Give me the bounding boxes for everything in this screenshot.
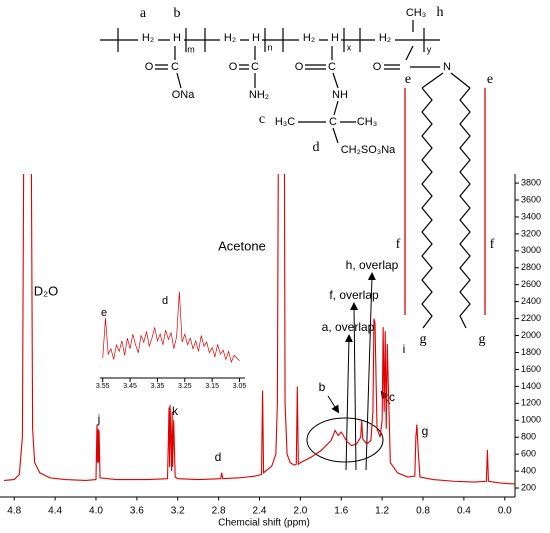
structure-label: H₂	[303, 32, 315, 44]
annotation: k	[172, 404, 179, 418]
structure-label: d	[313, 140, 320, 155]
x-tick-label: 4.8	[7, 506, 21, 517]
y-tick-label: 1200	[521, 398, 541, 408]
structure-label: c	[259, 112, 265, 127]
y-tick-label: 1400	[521, 381, 541, 391]
structure-label: NH₂	[249, 89, 269, 101]
structure-label: CH₃	[406, 7, 426, 19]
x-tick-label: 2.0	[293, 506, 307, 517]
structure-label: H₂	[142, 32, 154, 44]
x-tick-label: 3.15	[205, 383, 219, 390]
y-tick-label: 3600	[521, 194, 541, 204]
x-tick-label: 3.35	[151, 383, 165, 390]
x-tick-label: 0.0	[498, 506, 512, 517]
y-tick-label: 3000	[521, 245, 541, 255]
x-tick-label: 3.55	[96, 383, 110, 390]
spectrum-line	[102, 291, 240, 364]
x-axis-title: Chemcial shift (ppm)	[218, 518, 310, 529]
y-tick-label: 2400	[521, 296, 541, 306]
structure-label: g	[420, 332, 427, 347]
structure-bonds	[100, 20, 486, 329]
structure-label: H	[173, 32, 181, 44]
structure-label: CH₂SO₃Na	[341, 144, 396, 156]
structure-label: O	[229, 61, 238, 73]
y-tick-label: 2600	[521, 279, 541, 289]
y-tick-label: 2800	[521, 262, 541, 272]
annotation: Acetone	[218, 238, 266, 253]
y-tick-label: 2000	[521, 330, 541, 340]
structure-label: H	[252, 32, 260, 44]
y-tick-label: 800	[521, 432, 536, 442]
x-tick-label: 1.2	[375, 506, 389, 517]
structure-label: f	[396, 237, 401, 252]
structure-label: O	[295, 61, 304, 73]
structure-label: m	[187, 44, 195, 54]
structure-label: H	[331, 32, 339, 44]
structure-label: CH₃	[357, 116, 377, 128]
structure-label: H₃C	[275, 116, 295, 128]
y-tick-label: 400	[521, 465, 536, 475]
x-tick-label: 3.25	[178, 383, 192, 390]
structure-label: f	[490, 237, 495, 252]
structure-label: NH	[332, 89, 348, 101]
structure-label: a	[140, 6, 147, 21]
structure-label: ONa	[172, 89, 196, 101]
annotation: c	[389, 390, 395, 404]
x-tick-label: 4.0	[89, 506, 103, 517]
structure-label: H₂	[224, 32, 236, 44]
x-tick-label: 1.6	[334, 506, 348, 517]
x-tick-label: 0.4	[457, 506, 471, 517]
spectrum-line	[3, 174, 515, 485]
structure-label: C	[328, 61, 336, 73]
y-tick-label: 3800	[521, 177, 541, 187]
annotation: f, overlap	[329, 288, 379, 302]
annotation: d	[215, 450, 222, 464]
structure-label: b	[174, 6, 181, 21]
y-tick-label: 200	[521, 482, 536, 492]
y-tick-label: 2200	[521, 313, 541, 323]
x-tick-label: 0.8	[416, 506, 430, 517]
structure-label: y	[427, 44, 432, 54]
structure-label: e	[487, 72, 493, 87]
y-tick-label: 600	[521, 449, 536, 459]
structure-label: C	[251, 61, 259, 73]
annotation: d	[162, 295, 168, 307]
annotation: h, overlap	[346, 258, 399, 272]
y-tick-label: 1800	[521, 347, 541, 357]
x-tick-label: 3.45	[123, 383, 137, 390]
structure-label: g	[479, 332, 486, 347]
structure-label: x	[347, 42, 352, 52]
structure-label: O	[145, 61, 154, 73]
y-tick-label: 1000	[521, 415, 541, 425]
structure-label: h	[437, 5, 444, 20]
x-tick-label: 4.4	[48, 506, 62, 517]
annotation: e	[101, 307, 107, 319]
x-tick-label: 2.8	[212, 506, 226, 517]
x-tick-label: 3.6	[130, 506, 144, 517]
annotation: j	[97, 412, 101, 426]
structure-label: H₂	[379, 32, 391, 44]
structure-label: C	[171, 61, 179, 73]
structure-label: N	[443, 61, 451, 73]
x-tick-label: 3.05	[233, 383, 247, 390]
structure-label: O	[373, 61, 382, 73]
structure-label: C	[329, 116, 337, 128]
annotation: D₂O	[34, 283, 59, 298]
structure-label: e	[405, 72, 411, 87]
x-tick-label: 2.4	[253, 506, 267, 517]
annotation-arrows	[306, 272, 391, 471]
y-tick-label: 1600	[521, 364, 541, 374]
structure-label: n	[267, 42, 272, 52]
y-tick-label: 3400	[521, 211, 541, 221]
annotation: a, overlap	[322, 320, 375, 334]
annotation: g	[422, 424, 429, 438]
annotation: b	[319, 380, 326, 394]
annotation: i	[403, 342, 406, 356]
y-tick-label: 3200	[521, 228, 541, 238]
x-tick-label: 3.2	[171, 506, 185, 517]
